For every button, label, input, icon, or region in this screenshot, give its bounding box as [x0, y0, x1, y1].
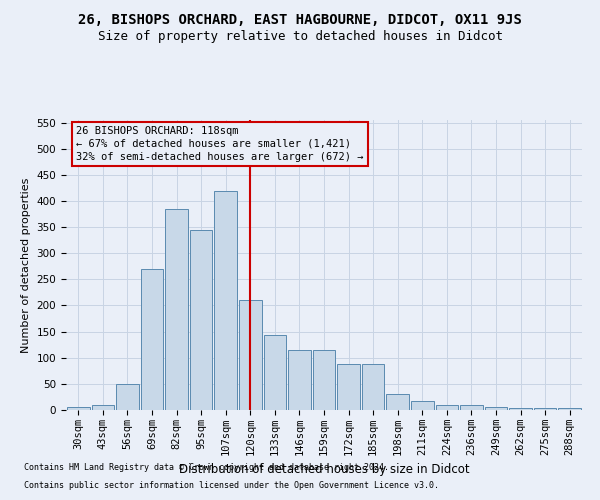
Bar: [436, 405, 458, 410]
Bar: [559, 408, 581, 410]
X-axis label: Distribution of detached houses by size in Didcot: Distribution of detached houses by size …: [179, 464, 469, 476]
Bar: [313, 350, 335, 410]
Bar: [165, 209, 188, 410]
Bar: [411, 400, 434, 410]
Bar: [485, 408, 508, 410]
Bar: [92, 405, 114, 410]
Text: Contains HM Land Registry data © Crown copyright and database right 2024.: Contains HM Land Registry data © Crown c…: [24, 464, 389, 472]
Bar: [337, 364, 360, 410]
Bar: [288, 350, 311, 410]
Text: Contains public sector information licensed under the Open Government Licence v3: Contains public sector information licen…: [24, 481, 439, 490]
Bar: [263, 336, 286, 410]
Bar: [460, 405, 483, 410]
Y-axis label: Number of detached properties: Number of detached properties: [21, 178, 31, 352]
Text: 26 BISHOPS ORCHARD: 118sqm
← 67% of detached houses are smaller (1,421)
32% of s: 26 BISHOPS ORCHARD: 118sqm ← 67% of deta…: [76, 126, 364, 162]
Text: Size of property relative to detached houses in Didcot: Size of property relative to detached ho…: [97, 30, 503, 43]
Bar: [534, 408, 556, 410]
Bar: [386, 394, 409, 410]
Bar: [140, 269, 163, 410]
Bar: [362, 364, 385, 410]
Bar: [116, 384, 139, 410]
Bar: [67, 408, 89, 410]
Bar: [239, 300, 262, 410]
Bar: [214, 190, 237, 410]
Bar: [509, 408, 532, 410]
Bar: [190, 230, 212, 410]
Text: 26, BISHOPS ORCHARD, EAST HAGBOURNE, DIDCOT, OX11 9JS: 26, BISHOPS ORCHARD, EAST HAGBOURNE, DID…: [78, 12, 522, 26]
